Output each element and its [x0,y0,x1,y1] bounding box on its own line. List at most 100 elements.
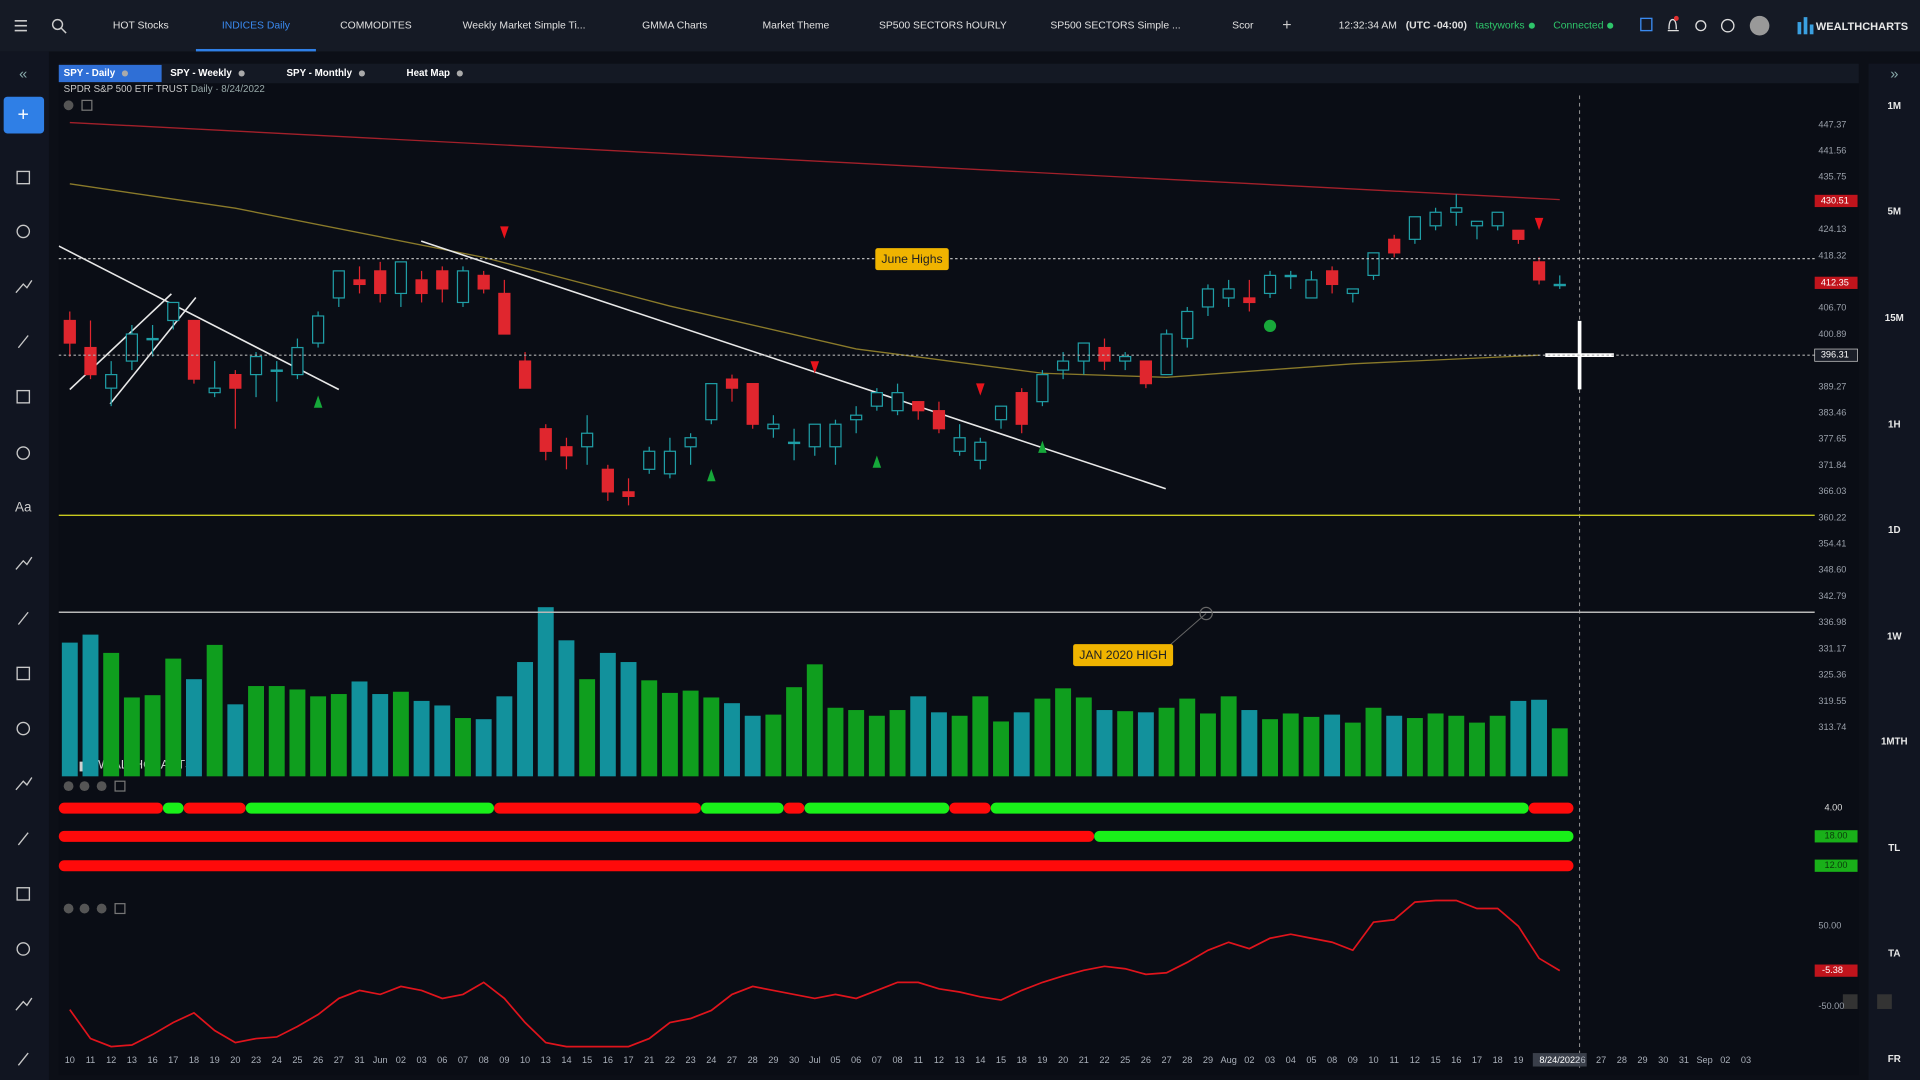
x-tick-label: 12 [106,1055,116,1065]
candle-body [1077,342,1090,362]
candle-body [229,373,242,389]
indicator-segment [58,860,1574,872]
tab[interactable]: Market Theme [763,20,830,31]
timeframe[interactable]: TL [1888,843,1900,854]
anchor [1199,606,1213,621]
osc-tick-label: 50.00 [1818,921,1841,931]
add-tab[interactable]: + [1282,17,1291,34]
volume-bar [372,694,389,777]
tool-icon[interactable] [17,335,29,349]
x-tick-label: 03 [1741,1055,1751,1065]
volume-bar [930,712,947,777]
y-tick-label: 383.46 [1818,408,1846,418]
tool-icon[interactable] [17,611,29,625]
tab[interactable]: INDICES Daily [222,20,291,31]
tool-icon[interactable] [16,721,31,736]
text-tool[interactable]: Aa [15,500,32,515]
volume-bar [330,694,347,777]
sidebar-icons[interactable] [15,170,33,1066]
y-tick-label: 348.60 [1818,565,1846,575]
tab[interactable]: COMMODITES [340,20,412,31]
timeframe[interactable]: 1MTH [1881,737,1908,748]
timeframe[interactable]: 1M [1887,101,1901,112]
x-tick-label: 03 [1265,1055,1275,1065]
chart-tab[interactable]: SPY - Weekly [170,68,232,79]
candle-body [1367,252,1380,277]
x-tick-label: 18 [1017,1055,1027,1065]
tool-icon[interactable] [15,556,33,570]
menu-icon[interactable] [14,20,27,32]
tab-close[interactable] [238,70,245,77]
indicator-segment [183,802,246,814]
tool-icon[interactable] [16,666,31,681]
timeframe[interactable]: 15M [1885,313,1904,324]
volume-bar [724,703,740,777]
search-icon[interactable] [51,18,67,34]
annotation-box [1073,644,1174,667]
volume-bar [186,679,202,777]
tab[interactable]: SP500 SECTORS Simple ... [1050,20,1180,31]
indicator-segment [700,802,784,814]
y-tick-label: 319.55 [1818,696,1846,706]
tool-icon[interactable] [17,1052,29,1066]
volume-bar [1365,707,1382,777]
tab-close[interactable] [121,70,128,77]
tool-icon[interactable] [16,170,31,185]
broker-dot [1528,22,1535,29]
candle-body [1305,279,1318,299]
tool-icon[interactable] [16,446,31,460]
tool-icon[interactable] [17,832,29,846]
collapse-left[interactable]: « [19,67,27,83]
timeframe[interactable]: FR [1888,1054,1901,1065]
volume-bar [1344,722,1361,777]
price-tag [1814,194,1858,208]
x-tick-label: 10 [1368,1055,1378,1065]
candle-body [1139,360,1152,385]
x-tick-label: Jun [373,1055,388,1065]
toolbar-icons[interactable] [1640,15,1770,36]
tool-icon[interactable] [15,777,33,791]
tool-icon[interactable] [15,280,33,294]
pane-buttons[interactable] [63,99,126,915]
candle-body [518,360,532,389]
y-tick-label: 447.37 [1818,119,1846,129]
tool-icon[interactable] [16,887,31,901]
x-tick-label: 27 [334,1055,344,1065]
chart-tab[interactable]: Heat Map [407,68,451,79]
volume-bar [248,686,264,777]
candle-body [1036,373,1049,403]
tab-close[interactable] [358,70,365,77]
tab[interactable]: SP500 SECTORS hOURLY [879,20,1007,31]
tab[interactable]: Scor [1232,20,1254,31]
chart-tab-active[interactable] [58,64,162,83]
left-toolbar [0,51,49,1080]
tab[interactable]: GMMA Charts [642,20,707,31]
chart-tab[interactable]: SPY - Monthly [287,68,353,79]
tool-icon[interactable] [16,389,31,404]
tool-icon[interactable] [16,942,31,956]
x-tick-label: Aug [1220,1055,1236,1065]
add-drawing[interactable] [3,96,45,134]
volume-bar [413,700,430,777]
tool-icon[interactable] [15,997,33,1011]
volume-bar [227,704,244,777]
tab[interactable]: HOT Stocks [113,20,169,31]
x-tick-label: 24 [706,1055,716,1065]
timeframe[interactable]: 1H [1888,419,1901,430]
timeframe[interactable]: 1D [1888,525,1901,536]
y-tick-label: 377.65 [1818,434,1846,444]
tab-close[interactable] [456,70,463,77]
x-tick-label: 15 [996,1055,1006,1065]
timeframe[interactable]: TA [1888,948,1900,959]
x-tick-label: 08 [1327,1055,1337,1065]
timeframe[interactable]: 5M [1887,206,1901,217]
price-tag-label: 396.31 [1821,350,1849,360]
scroll-buttons[interactable] [1842,994,1892,1009]
collapse-right[interactable]: » [1890,67,1898,83]
tab[interactable]: Weekly Market Simple Ti... [463,20,586,31]
timeframe[interactable]: 1W [1887,631,1902,642]
volume-bar [103,652,120,777]
x-tick-label: 08 [479,1055,489,1065]
tool-icon[interactable] [16,224,31,239]
chart-tab[interactable]: SPY - Daily [64,68,116,79]
